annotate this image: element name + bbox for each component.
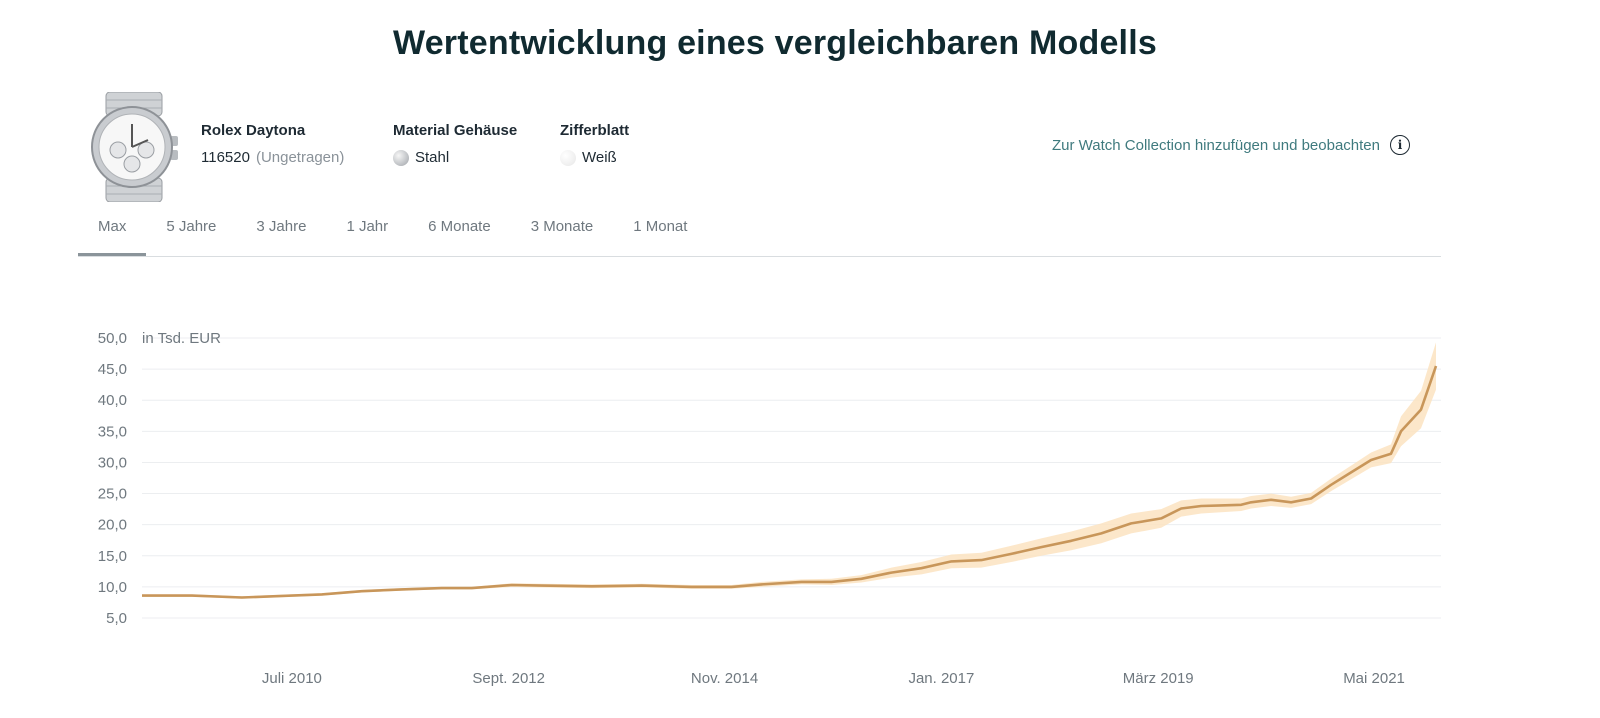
tab-3-monate[interactable]: 3 Monate — [530, 218, 594, 235]
watch-info: Rolex Daytona 116520 (Ungetragen) — [201, 122, 344, 166]
watch-reference-row: 116520 (Ungetragen) — [201, 149, 344, 166]
dial-value-row: Weiß — [560, 149, 629, 166]
dial-info: Zifferblatt Weiß — [560, 122, 629, 166]
y-tick-label: 5,0 — [106, 610, 127, 627]
x-tick-label: März 2019 — [1123, 670, 1194, 687]
watch-reference: 116520 — [201, 149, 250, 166]
white-swatch-icon — [560, 149, 576, 166]
material-label: Material Gehäuse — [393, 122, 518, 139]
tab-1-monat[interactable]: 1 Monat — [633, 218, 688, 235]
chart-y-unit-label: in Tsd. EUR — [142, 330, 221, 347]
y-tick-label: 45,0 — [98, 361, 127, 378]
tab-max[interactable]: Max — [78, 206, 147, 256]
y-tick-label: 30,0 — [98, 454, 127, 471]
x-tick-label: Mai 2021 — [1343, 670, 1405, 687]
info-icon[interactable]: i — [1390, 135, 1410, 155]
chart-y-ticks: 50,0 45,0 40,0 35,0 30,0 25,0 20,0 15,0 10,0 5,0 — [98, 330, 127, 627]
price-line — [142, 365, 1438, 599]
chart-grid — [142, 337, 1441, 619]
x-tick-label: Sept. 2012 — [472, 670, 545, 687]
y-tick-label: 50,0 — [98, 330, 127, 347]
y-tick-label: 20,0 — [98, 517, 127, 534]
steel-swatch-icon — [393, 149, 409, 166]
x-tick-label: Nov. 2014 — [691, 670, 758, 687]
add-to-watch-collection-link[interactable]: Zur Watch Collection hinzufügen und beob… — [1052, 135, 1410, 155]
time-range-tabs: Max 5 Jahre 3 Jahre 1 Jahr 6 Monate 3 Mo… — [78, 206, 1441, 257]
watch-name: Rolex Daytona — [201, 122, 306, 139]
tab-3-jahre[interactable]: 3 Jahre — [256, 218, 307, 235]
tab-5-jahre[interactable]: 5 Jahre — [166, 218, 217, 235]
y-tick-label: 40,0 — [98, 392, 127, 409]
watch-photo — [91, 92, 178, 202]
chart-x-ticks: Juli 2010 Sept. 2012 Nov. 2014 Jan. 2017 Mär… — [262, 670, 1405, 687]
material-info: Material Gehäuse Stahl — [393, 122, 517, 166]
chart-confidence-band — [142, 342, 1436, 599]
y-tick-label: 35,0 — [98, 423, 127, 440]
tab-6-monate[interactable]: 6 Monate — [428, 218, 491, 235]
tab-1-jahr[interactable]: 1 Jahr — [346, 218, 389, 235]
chart-series-line — [142, 365, 1438, 599]
material-value: Stahl — [415, 149, 450, 166]
price-chart: 50,045,040,035,030,025,020,015,010,05,0 … — [98, 330, 1441, 687]
y-tick-label: 15,0 — [98, 548, 127, 565]
watch-condition: (Ungetragen) — [255, 149, 345, 166]
page-title: Wertentwicklung eines vergleichbaren Mod… — [393, 24, 1157, 62]
dial-label: Zifferblatt — [560, 122, 630, 139]
confidence-band-area — [142, 342, 1436, 599]
dial-value: Weiß — [582, 149, 617, 166]
y-tick-label: 10,0 — [98, 579, 127, 596]
add-to-watch-collection-label[interactable]: Zur Watch Collection hinzufügen und beob… — [1052, 136, 1380, 154]
x-tick-label: Jan. 2017 — [908, 670, 974, 687]
y-tick-label: 25,0 — [98, 486, 127, 503]
material-value-row: Stahl — [393, 149, 517, 166]
x-tick-label: Juli 2010 — [262, 670, 322, 687]
